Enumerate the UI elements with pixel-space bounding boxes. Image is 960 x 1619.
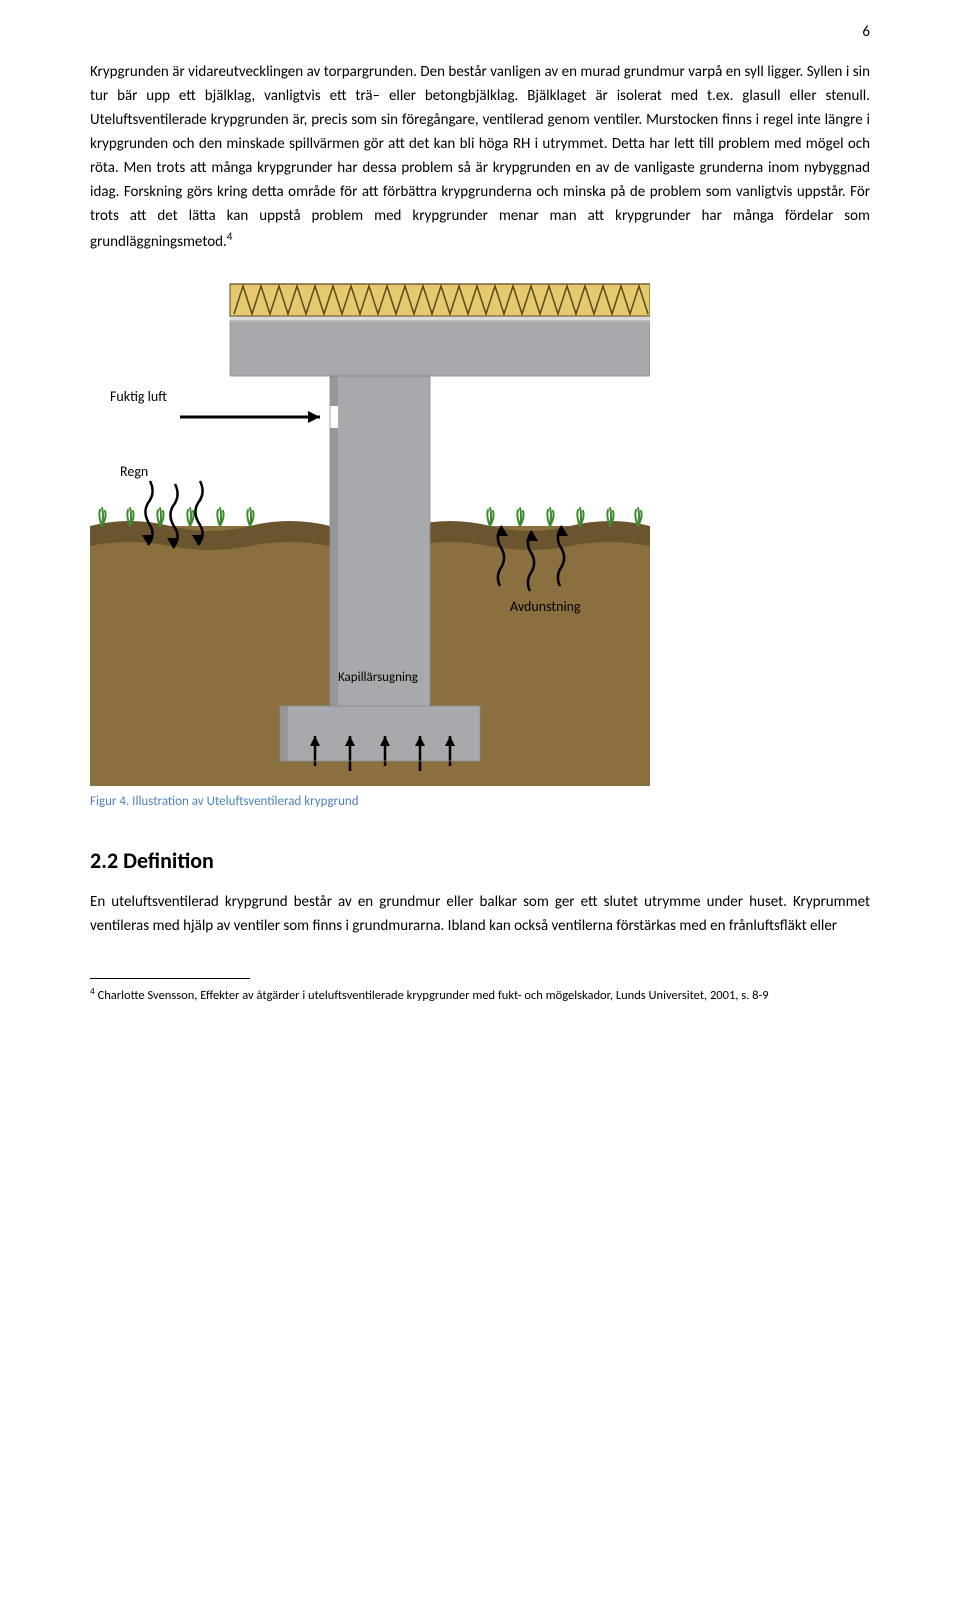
footnote-text: Charlotte Svensson, Effekter av åtgärder… xyxy=(98,988,769,1003)
paragraph-1-text: Krypgrunden är vidareutvecklingen av tor… xyxy=(90,63,870,251)
page-number: 6 xyxy=(862,20,870,44)
footnote-separator xyxy=(90,978,250,979)
svg-text:Avdunstning: Avdunstning xyxy=(510,598,581,615)
svg-text:Kapillärsugning: Kapillärsugning xyxy=(338,670,418,685)
body-paragraph-2: En uteluftsventilerad krypgrund består a… xyxy=(90,890,870,938)
footnote-ref-1: 4 xyxy=(227,230,233,244)
svg-text:Fuktig luft: Fuktig luft xyxy=(110,388,167,405)
section-heading-definition: 2.2 Definition xyxy=(90,843,870,878)
figure-krypgrund: Fuktig luft Regn Kapillärsugning Avdunstnin… xyxy=(90,266,870,786)
figure-caption: Figur 4. Illustration av Uteluftsventile… xyxy=(90,792,870,813)
figure-svg: Fuktig luft Regn Kapillärsugning Avdunstnin… xyxy=(90,266,650,786)
footnote-number: 4 xyxy=(90,985,95,997)
footnote-1: 4 Charlotte Svensson, Effekter av åtgärd… xyxy=(90,985,870,1005)
body-paragraph-1: Krypgrunden är vidareutvecklingen av tor… xyxy=(90,60,870,254)
svg-text:Regn: Regn xyxy=(120,463,148,480)
